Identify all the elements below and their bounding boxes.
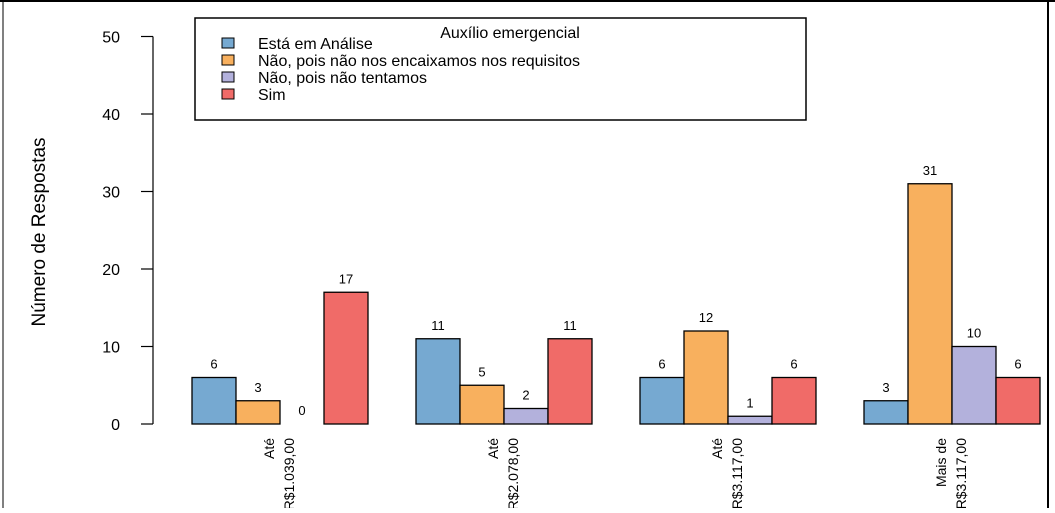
x-tick-label: Mais de R$3.117,00 xyxy=(933,438,969,510)
x-tick-label-line: Até xyxy=(709,438,725,459)
value-labels: 6 11 6 3 3 5 12 31 0 2 1 10 17 11 6 6 xyxy=(210,163,1021,418)
bar xyxy=(503,407,549,425)
bar-value-label: 6 xyxy=(790,357,797,372)
bar-value-label: 31 xyxy=(923,163,937,178)
x-tick-label: Até R$3.117,00 xyxy=(709,438,745,510)
bar xyxy=(995,376,1041,425)
legend-label: Não, pois não nos encaixamos nos requisi… xyxy=(258,53,580,70)
y-tick-label: 0 xyxy=(111,417,120,434)
legend-box xyxy=(194,17,807,121)
legend-title: Auxílio emergencial xyxy=(440,25,580,42)
y-tick-label: 30 xyxy=(102,185,120,202)
bar-value-label: 12 xyxy=(699,310,713,325)
bar xyxy=(191,376,237,425)
legend-swatch xyxy=(221,54,235,66)
bar-value-label: 6 xyxy=(210,357,217,372)
bar xyxy=(323,291,369,425)
x-tick-label: Até R$2.078,00 xyxy=(485,438,521,511)
y-axis: 0 10 20 30 40 50 xyxy=(102,30,154,434)
x-tick-label-line: Até xyxy=(261,438,277,459)
bar-value-label: 0 xyxy=(298,403,305,418)
bar-value-label: 11 xyxy=(563,318,577,333)
legend: Auxílio emergencial Está em AnáliseNão, … xyxy=(194,17,807,121)
y-tick-label: 20 xyxy=(102,262,120,279)
bar xyxy=(771,376,817,425)
bar-value-label: 17 xyxy=(339,271,353,286)
x-tick-label-line: R$1.039,00 xyxy=(281,438,297,508)
bar-value-label: 6 xyxy=(1014,357,1021,372)
bar-value-label: 6 xyxy=(658,357,665,372)
bar xyxy=(907,183,953,425)
y-axis-label: Número de Respostas xyxy=(29,137,50,326)
bar xyxy=(459,384,505,425)
legend-swatch xyxy=(221,37,235,49)
bar xyxy=(863,400,909,425)
bar-value-label: 11 xyxy=(431,318,445,333)
x-tick-label-line: R$2.078,00 xyxy=(505,438,521,508)
bar xyxy=(235,400,281,425)
bar xyxy=(683,330,729,425)
bars xyxy=(191,183,1041,425)
bar xyxy=(415,338,461,425)
x-tick-label-line: Até xyxy=(485,438,501,459)
x-tick-label-line: Mais de xyxy=(933,438,949,487)
y-tick-label: 40 xyxy=(102,107,120,124)
bar-value-label: 2 xyxy=(522,388,529,403)
bar xyxy=(951,345,997,425)
x-tick-labels: Até R$1.039,00 Até R$2.078,00 Até R$3.117,00 M… xyxy=(261,438,969,511)
x-tick-label: Até R$1.039,00 xyxy=(261,438,297,511)
bar-value-label: 3 xyxy=(882,380,889,395)
bar-value-label: 3 xyxy=(254,380,261,395)
x-tick-label-line: R$3.117,00 xyxy=(729,438,745,508)
bar xyxy=(727,415,773,425)
bar-value-label: 5 xyxy=(478,364,485,379)
x-tick-label-line: R$3.117,00 xyxy=(953,438,969,508)
y-tick-label: 10 xyxy=(102,340,120,357)
legend-swatch xyxy=(221,88,235,100)
legend-label: Sim xyxy=(258,87,286,104)
right-border xyxy=(1047,0,1049,508)
bar xyxy=(639,376,685,425)
legend-label: Não, pois não tentamos xyxy=(258,70,427,87)
legend-swatch xyxy=(221,71,235,83)
top-border xyxy=(0,0,1055,2)
y-tick-label: 50 xyxy=(102,30,120,47)
bar xyxy=(547,338,593,425)
bar-value-label: 1 xyxy=(746,395,753,410)
bar-value-label: 10 xyxy=(967,326,981,341)
legend-label: Está em Análise xyxy=(258,36,373,53)
